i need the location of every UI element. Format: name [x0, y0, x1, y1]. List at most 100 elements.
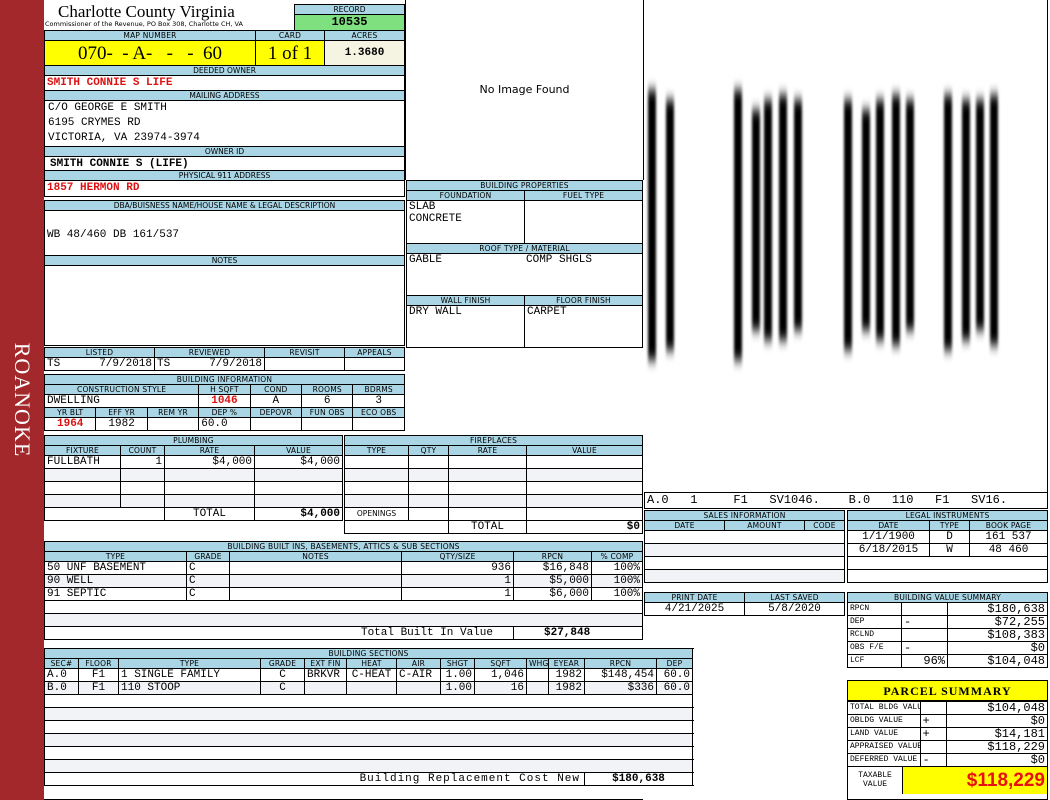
label: RCLND: [847, 628, 902, 642]
cell: 90 WELL: [44, 574, 187, 588]
cell: 91 SEPTIC: [44, 587, 187, 601]
col-header: WHGT: [526, 658, 549, 669]
col-header: BOOK PAGE: [969, 520, 1048, 531]
property-photo-placeholder: No Image Found: [405, 0, 644, 180]
sketch-mark: [892, 95, 900, 345]
cell: 16: [474, 681, 527, 695]
listed-date: 7/9/2018: [99, 358, 152, 370]
value-summary-row: OBS F/E - $0: [847, 641, 1048, 655]
card-label: CARD: [255, 30, 325, 41]
foundation-value: SLAB: [409, 201, 436, 214]
wall-finish: DRY WALL: [406, 305, 525, 348]
col-header: CODE: [804, 520, 845, 531]
fireplaces-total-label: TOTAL: [448, 520, 527, 534]
plumbing-table: PLUMBING FIXTURE COUNT RATE VALUE FULLBATH 1…: [44, 435, 343, 521]
modifier: +: [919, 727, 947, 741]
cell: [346, 681, 397, 695]
cell: 60.0: [656, 668, 693, 682]
fuel-type-label: FUEL TYPE: [524, 190, 643, 201]
deeded-owner: SMITH CONNIE S LIFE: [45, 76, 404, 91]
sketch-mark: [862, 110, 870, 330]
condition: A: [249, 394, 303, 408]
cell: 161 537: [969, 530, 1048, 544]
label: TOTAL BLDG VALUE: [848, 701, 921, 715]
mailing-address-label: MAILING ADDRESS: [45, 91, 404, 101]
parcel-summary-row: APPRAISED VALUE $118,229: [848, 740, 1047, 754]
building-sections-table: BUILDING SECTIONS SEC# FLOOR TYPE GRADE EXT …: [44, 648, 693, 800]
value-summary-row: DEP - $72,255: [847, 615, 1048, 629]
building-properties-label: BUILDING PROPERTIES: [406, 180, 643, 191]
building-sketch: [644, 0, 1048, 492]
county-title: Charlotte County Virginia: [58, 2, 235, 21]
col-header: VALUE: [526, 445, 643, 456]
cell: $5,000: [513, 574, 592, 588]
built-in-row: 50 UNF BASEMENT C 936 $16,848 100%: [44, 561, 643, 575]
label: DEP: [847, 615, 902, 629]
cell: 6/18/2015: [847, 543, 930, 557]
notes-label: NOTES: [45, 256, 404, 266]
sketch-mark: [779, 95, 787, 340]
replacement-cost-total: $180,638: [584, 772, 693, 786]
cell: 50 UNF BASEMENT: [44, 561, 187, 575]
effective-year: 1982: [95, 417, 148, 431]
col-header: EXT FIN: [304, 658, 347, 669]
cell: B.0: [44, 681, 79, 695]
value-summary-label: BUILDING VALUE SUMMARY: [847, 592, 1048, 603]
parcel-summary-label: PARCEL SUMMARY: [848, 681, 1047, 701]
cell: 100%: [591, 561, 643, 575]
floor-finish: CARPET: [524, 305, 643, 348]
cell: $16,848: [513, 561, 592, 575]
cell: 1: [401, 587, 514, 601]
heated-sqft: 1046: [198, 394, 251, 408]
taxable-label: TAXABLE VALUE: [848, 767, 903, 794]
foundation-value: CONCRETE: [409, 213, 462, 225]
built-ins-label: BUILDING BUILT INS, BASEMENTS, ATTICS & …: [44, 541, 643, 552]
floor-finish-label: FLOOR FINISH: [524, 295, 643, 306]
col-header: RPCN: [513, 551, 592, 562]
col-header: SQFT: [474, 658, 527, 669]
col-header: RPCN: [584, 658, 657, 669]
sketch-mark: [844, 100, 852, 350]
construction-style: DWELLING: [43, 394, 200, 408]
building-sections-label: BUILDING SECTIONS: [44, 648, 693, 659]
col-header: HEAT: [346, 658, 397, 669]
label: DEFERRED VALUE: [848, 753, 921, 767]
legal-instruments: LEGAL INSTRUMENTS DATE TYPE BOOK PAGE 1/1/…: [847, 510, 1048, 583]
sketch-mark: [962, 100, 970, 340]
col-header: SEC#: [44, 658, 79, 669]
fixture: FULLBATH: [44, 455, 121, 469]
amount: $0: [945, 714, 1047, 728]
acres-label: ACRES: [324, 30, 405, 41]
cell: 1982: [548, 681, 585, 695]
cell: 48 460: [969, 543, 1048, 557]
sales-information: SALES INFORMATION DATE AMOUNT CODE: [644, 510, 845, 583]
cell: C: [186, 587, 230, 601]
modifier: [901, 602, 948, 616]
col-header: ECO OBS: [352, 407, 405, 418]
cell: C: [260, 668, 305, 682]
parcel-summary: PARCEL SUMMARY TOTAL BLDG VALUE $104,048 O…: [847, 680, 1048, 800]
built-in-row: 90 WELL C 1 $5,000 100%: [44, 574, 643, 588]
amount: $108,383: [947, 628, 1048, 642]
plumbing-label: PLUMBING: [44, 435, 343, 446]
cell: [229, 574, 402, 588]
col-header: RATE: [164, 445, 255, 456]
cell: $6,000: [513, 587, 592, 601]
last-saved: 5/8/2020: [744, 602, 845, 616]
physical-address: 1857 HERMON RD: [47, 182, 140, 194]
bedrooms: 3: [352, 394, 405, 408]
col-header: TYPE: [118, 658, 261, 669]
sketch-mark: [990, 95, 998, 345]
cell: 936: [401, 561, 514, 575]
amount: $0: [947, 641, 1048, 655]
mailing-line: C/O GEORGE E SMITH: [48, 102, 167, 114]
legal-label: LEGAL INSTRUMENTS: [847, 510, 1048, 521]
reviewed-label: REVIEWED: [154, 347, 265, 358]
sketch-mark: [752, 110, 760, 330]
cell: C-AIR: [396, 668, 441, 682]
modifier: [919, 701, 947, 715]
modifier: -: [919, 753, 947, 767]
col-header: FLOOR: [78, 658, 119, 669]
cell: 1.00: [440, 668, 475, 682]
cell: $336: [584, 681, 657, 695]
